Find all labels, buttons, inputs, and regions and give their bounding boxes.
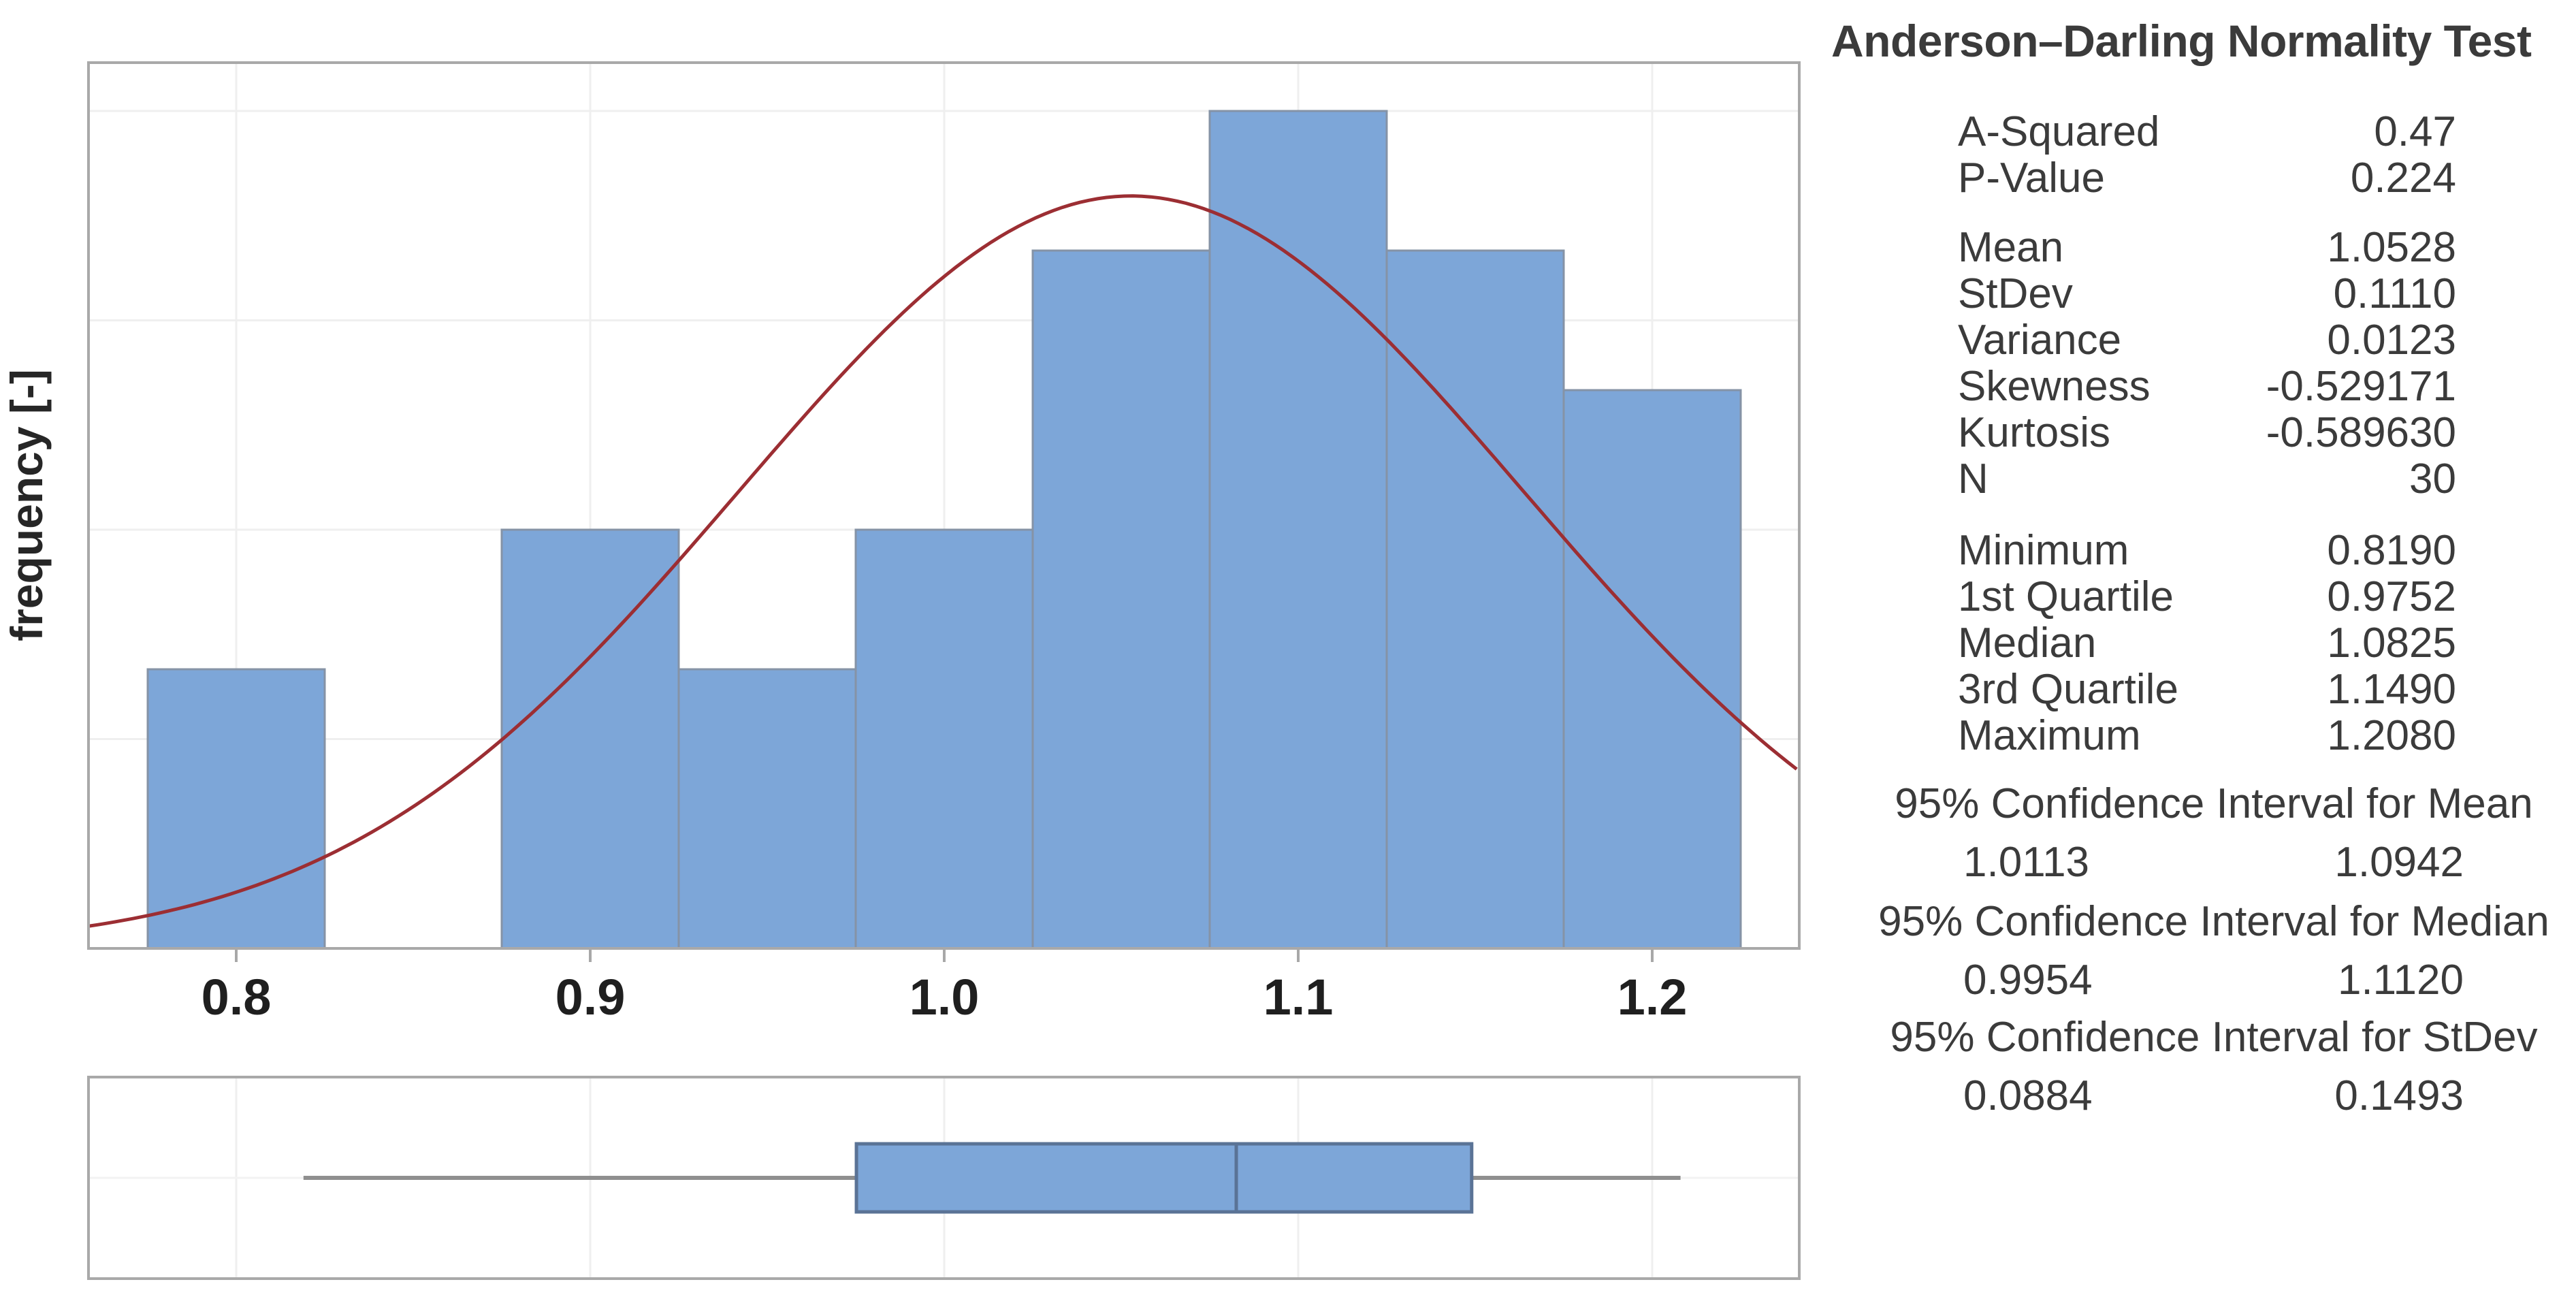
stat-group: Mean 1.0528 StDev 0.1110 Variance 0.0123 Skewn… — [1831, 225, 2576, 502]
stat-value: 0.47 — [2374, 108, 2456, 155]
confidence-interval-low: 0.0884 — [1963, 1072, 2093, 1119]
histogram-bar — [677, 668, 857, 950]
stat-group: A-Squared 0.47 P-Value 0.224 — [1831, 109, 2576, 202]
stat-label: Median — [1958, 620, 2097, 667]
histogram-bar — [1562, 389, 1742, 950]
confidence-interval-low: 1.0113 — [1963, 839, 2090, 886]
confidence-interval-block: 95% Confidence Interval for Median 0.9954… — [1831, 899, 2576, 1004]
stat-label: Maximum — [1958, 712, 2141, 759]
histogram-bar — [1208, 110, 1388, 950]
stat-row: P-Value 0.224 — [1831, 155, 2576, 202]
stat-value: 1.0825 — [2327, 620, 2456, 667]
stat-value: 0.0123 — [2327, 317, 2456, 364]
stat-label: StDev — [1958, 270, 2073, 317]
stat-value: 0.1110 — [2333, 270, 2456, 317]
histogram-bar — [500, 528, 680, 950]
stat-row: Variance 0.0123 — [1831, 317, 2576, 364]
confidence-interval-low: 0.9954 — [1963, 957, 2093, 1004]
stat-label: N — [1958, 455, 1989, 502]
stats-panel-title: Anderson–Darling Normality Test — [1831, 16, 2532, 66]
histogram-bars — [146, 110, 1742, 950]
stats-panel: Anderson–Darling Normality Test A-Square… — [1831, 0, 2576, 1297]
stat-value: -0.589630 — [2266, 409, 2456, 456]
stat-row: 1st Quartile 0.9752 — [1831, 574, 2576, 620]
stat-row: Mean 1.0528 — [1831, 225, 2576, 271]
stat-group: Minimum 0.8190 1st Quartile 0.9752 Median 1.0… — [1831, 528, 2576, 759]
confidence-interval-header: 95% Confidence Interval for Mean — [1895, 780, 2533, 827]
x-axis-tick-label: 1.0 — [909, 969, 980, 1025]
confidence-interval-block: 95% Confidence Interval for Mean 1.0113 1.… — [1831, 781, 2576, 886]
confidence-interval-high: 0.1493 — [2334, 1072, 2464, 1119]
histogram-bar — [146, 668, 326, 950]
stat-label: Variance — [1958, 317, 2122, 364]
stat-label: 3rd Quartile — [1958, 666, 2178, 713]
stat-label: Skewness — [1958, 363, 2151, 410]
confidence-interval-values: 1.0113 1.0942 — [1831, 839, 2576, 886]
stat-row: Skewness -0.529171 — [1831, 364, 2576, 410]
stat-value: 1.2080 — [2327, 712, 2456, 759]
normal-curve — [88, 194, 1798, 928]
x-axis-tick-label: 1.2 — [1617, 969, 1688, 1025]
histogram-bar — [1385, 249, 1565, 950]
histogram-panel-border — [87, 61, 1801, 950]
stat-value: 0.9752 — [2327, 573, 2456, 620]
stat-row: StDev 0.1110 — [1831, 271, 2576, 317]
stat-label: Mean — [1958, 224, 2064, 271]
stat-value: 30 — [2409, 455, 2456, 502]
stat-row: Maximum 1.2080 — [1831, 713, 2576, 759]
stat-label: P-Value — [1958, 155, 2105, 202]
x-axis-tick-label: 0.9 — [556, 969, 626, 1025]
x-axis-tick-label: 1.1 — [1263, 969, 1334, 1025]
boxplot-box — [854, 1142, 1474, 1214]
confidence-interval-values: 0.0884 0.1493 — [1831, 1073, 2576, 1119]
stat-value: 0.224 — [2350, 155, 2456, 202]
confidence-interval-values: 0.9954 1.1120 — [1831, 957, 2576, 1004]
stat-row: 3rd Quartile 1.1490 — [1831, 667, 2576, 713]
histogram-bar — [854, 528, 1034, 950]
stat-label: 1st Quartile — [1958, 573, 2174, 620]
stat-value: 1.0528 — [2327, 224, 2456, 271]
confidence-interval-header: 95% Confidence Interval for Median — [1878, 898, 2549, 945]
stat-row: A-Squared 0.47 — [1831, 109, 2576, 155]
stat-value: 1.1490 — [2327, 666, 2456, 713]
stat-row: Median 1.0825 — [1831, 620, 2576, 667]
stat-row: Minimum 0.8190 — [1831, 528, 2576, 574]
stat-label: Minimum — [1958, 527, 2129, 574]
stat-label: A-Squared — [1958, 108, 2160, 155]
stat-label: Kurtosis — [1958, 409, 2110, 456]
histogram-bar — [1031, 249, 1211, 950]
y-axis-label: frequency [-] — [1, 369, 52, 641]
confidence-interval-high: 1.0942 — [2334, 839, 2464, 886]
stat-row: N 30 — [1831, 456, 2576, 502]
stat-value: -0.529171 — [2266, 363, 2456, 410]
x-axis-tick-label: 0.8 — [202, 969, 272, 1025]
confidence-interval-block: 95% Confidence Interval for StDev 0.0884 0… — [1831, 1014, 2576, 1119]
confidence-interval-high: 1.1120 — [2337, 957, 2464, 1004]
stat-row: Kurtosis -0.589630 — [1831, 410, 2576, 456]
stat-value: 0.8190 — [2327, 527, 2456, 574]
boxplot-panel-border — [87, 1076, 1801, 1280]
confidence-interval-header: 95% Confidence Interval for StDev — [1890, 1014, 2538, 1061]
